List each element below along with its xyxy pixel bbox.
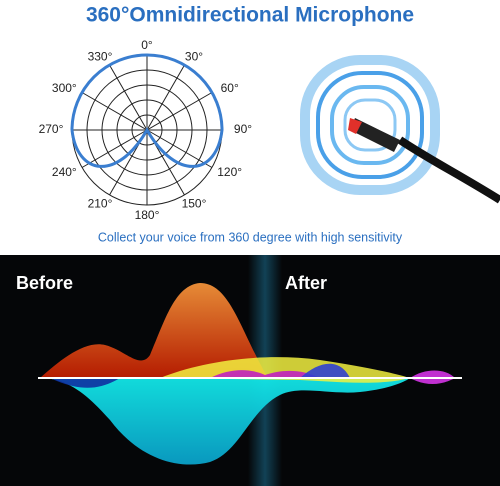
angle-label: 60°	[221, 81, 239, 95]
angle-label: 270°	[39, 122, 64, 136]
polar-spoke	[146, 92, 213, 131]
angle-label: 120°	[217, 165, 242, 179]
polar-spoke	[109, 64, 148, 131]
before-label: Before	[16, 273, 73, 293]
polar-spoke	[146, 129, 213, 168]
angle-label: 240°	[52, 165, 77, 179]
angle-label: 0°	[141, 38, 153, 52]
after-label: After	[285, 273, 327, 293]
polar-spoke	[81, 92, 148, 131]
angle-label: 300°	[52, 81, 77, 95]
waves	[38, 283, 462, 465]
microphone-illustration	[300, 55, 500, 204]
title: 360°Omnidirectional Microphone	[86, 4, 414, 27]
angle-label: 90°	[234, 122, 252, 136]
angle-label: 180°	[135, 208, 160, 222]
pickup-pattern	[70, 53, 224, 168]
angle-label: 150°	[182, 197, 207, 211]
polar-spoke	[81, 129, 148, 168]
angle-label: 210°	[88, 197, 113, 211]
angle-label: 30°	[185, 50, 203, 64]
polar-spoke	[146, 64, 185, 131]
caption: Collect your voice from 360 degree with …	[98, 230, 403, 244]
polar-diagram	[70, 53, 224, 206]
angle-label: 330°	[88, 50, 113, 64]
